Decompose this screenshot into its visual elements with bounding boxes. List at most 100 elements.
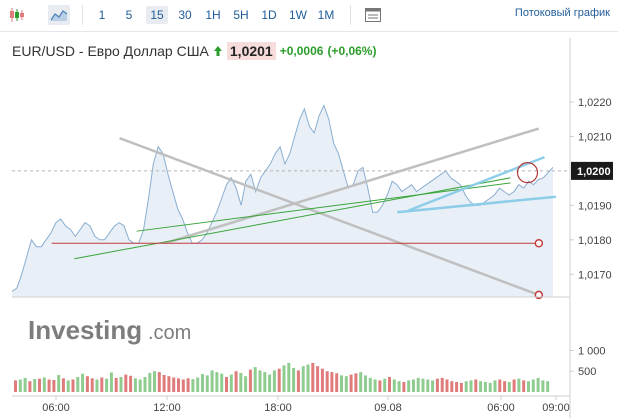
trend-line[interactable] [408, 155, 545, 212]
volume-bar [536, 377, 540, 392]
trend-line[interactable] [136, 182, 511, 232]
timeframe-1m[interactable]: 1M [317, 8, 335, 22]
volume-bar [157, 372, 161, 392]
volume-bar [296, 370, 300, 392]
timeframe-30[interactable]: 30 [178, 8, 192, 22]
volume-bar [162, 375, 166, 392]
volume-bar [450, 381, 454, 392]
time-tick-label: 09.08 [374, 402, 402, 414]
volume-bar [531, 379, 535, 392]
volume-bar [412, 379, 415, 392]
volume-bar [23, 377, 27, 392]
volume-bar [445, 379, 449, 392]
volume-bar [71, 379, 75, 392]
volume-bar [335, 373, 339, 392]
volume-bar [57, 375, 61, 392]
volume-bar [129, 375, 133, 392]
candlestick-chart-icon[interactable] [6, 5, 28, 25]
timeframe-1h[interactable]: 1H [205, 8, 221, 22]
volume-bar [181, 379, 185, 392]
timeframe-5h[interactable]: 5H [233, 8, 249, 22]
stream-chart-link[interactable]: Потоковый график [514, 7, 610, 19]
volume-bar [344, 376, 348, 392]
volume-bar [33, 379, 37, 392]
line-handle[interactable] [534, 238, 544, 248]
volume-bar [503, 381, 507, 392]
volume-bar [426, 379, 430, 392]
volume-bar [253, 367, 257, 392]
chart-toolbar: 1 5 15 30 1H 5H 1D 1W 1M Потоковый графи… [0, 0, 618, 30]
volume-bar [498, 379, 502, 392]
volume-bar [527, 381, 530, 392]
volume-bar [364, 375, 367, 392]
volume-bar [368, 377, 372, 392]
volume-bar [109, 372, 113, 392]
time-tick-label: 06:00 [487, 402, 515, 414]
timeframe-1d[interactable]: 1D [261, 8, 277, 22]
volume-bars [14, 362, 550, 392]
volume-bar [239, 372, 243, 392]
instrument-name: EUR/USD - Евро Доллар США [12, 43, 209, 59]
volume-bar [38, 378, 41, 392]
volume-bar [28, 381, 32, 392]
volume-bar [244, 376, 248, 392]
timeframe-1w[interactable]: 1W [289, 8, 307, 22]
volume-bar [138, 379, 142, 392]
volume-bar [301, 366, 305, 392]
time-axis: 06:00 12:00 18:00 09.08 06:00 09:00 [42, 396, 570, 414]
toolbar-divider [350, 5, 351, 25]
timeframe-15[interactable]: 15 [146, 6, 168, 24]
volume-bar [124, 374, 128, 392]
volume-bar [421, 378, 425, 392]
volume-bar [196, 377, 200, 392]
trend-line[interactable] [397, 195, 556, 214]
volume-bar [512, 379, 516, 392]
current-price-tag: 1,0200 [571, 161, 613, 180]
volume-bar [167, 376, 171, 392]
volume-bar [287, 362, 291, 392]
volume-bar [268, 374, 272, 392]
volume-bar [248, 369, 252, 392]
annotation-circle[interactable] [516, 162, 539, 184]
volume-bar [522, 380, 526, 392]
volume-bar [464, 381, 468, 392]
volume-bar [359, 372, 363, 392]
volume-bar [311, 362, 315, 392]
price-tick-label: 1,0220 [578, 97, 612, 109]
time-tick-label: 06:00 [42, 402, 70, 414]
volume-bar [435, 378, 439, 392]
area-chart-icon[interactable] [48, 5, 70, 25]
price-change-percent: (+0,06%) [327, 44, 377, 58]
volume-bar [133, 378, 137, 392]
volume-bar [42, 377, 46, 392]
trend-line[interactable] [164, 127, 540, 245]
volume-bar [61, 378, 65, 392]
volume-bar [220, 373, 224, 392]
quote-header: EUR/USD - Евро Доллар США 1,0201 +0,0006… [12, 40, 376, 62]
price-area-fill [12, 105, 553, 298]
timeframe-5[interactable]: 5 [125, 8, 133, 22]
volume-bar [546, 381, 550, 392]
volume-bar [76, 377, 80, 392]
volume-tick-label: 1 000 [578, 345, 606, 357]
timeframe-1[interactable]: 1 [98, 8, 106, 22]
volume-bar [90, 378, 94, 392]
drawing-tools[interactable] [51, 127, 556, 300]
time-tick-label: 09:00 [542, 402, 570, 414]
volume-bar [416, 377, 420, 392]
volume-tick-label: 500 [578, 366, 596, 378]
volume-bar [349, 374, 353, 392]
volume-bar [105, 378, 109, 392]
toolbar-divider-line [0, 31, 618, 32]
volume-bar [507, 382, 511, 392]
time-tick-label: 18:00 [264, 402, 292, 414]
volume-bar [177, 378, 180, 392]
volume-bar [258, 370, 262, 392]
volume-bar [397, 381, 401, 392]
volume-bar [320, 368, 324, 392]
chart-settings-icon[interactable] [362, 5, 384, 25]
volume-bar [95, 379, 99, 392]
trend-line[interactable] [119, 136, 540, 297]
trend-line[interactable] [74, 177, 511, 260]
